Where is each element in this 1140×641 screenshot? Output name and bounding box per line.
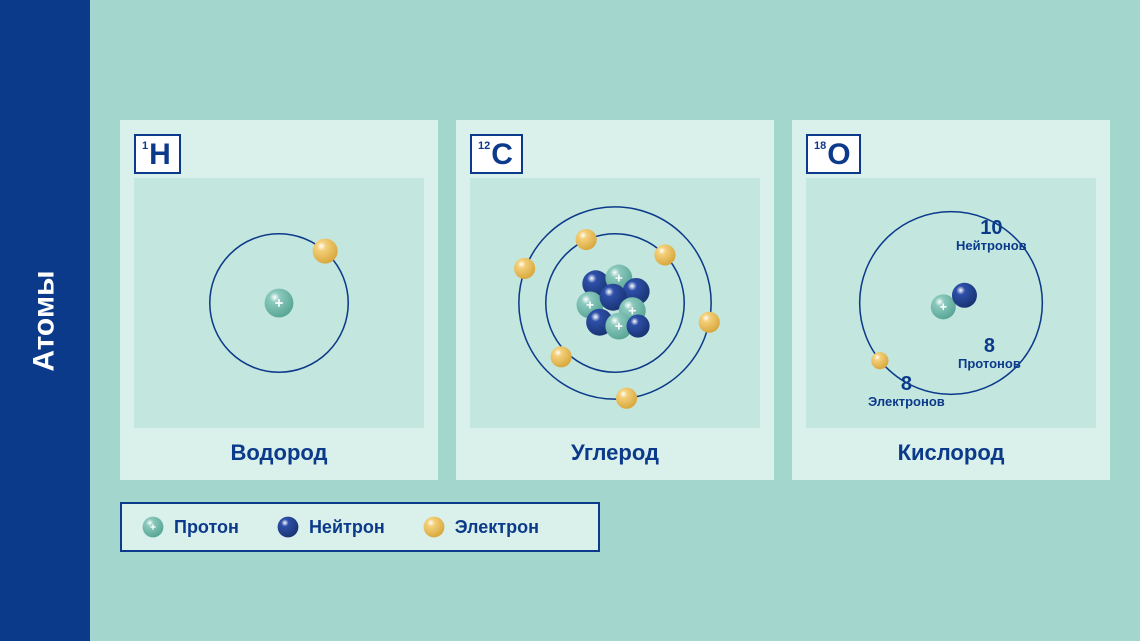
- electron-icon: [421, 514, 447, 540]
- legend-label: Электрон: [455, 517, 539, 538]
- legend-item-electron: Электрон: [421, 514, 539, 540]
- element-box-carbon: 12 C: [470, 134, 523, 174]
- legend-item-proton: Протон: [140, 514, 239, 540]
- legend-label: Протон: [174, 517, 239, 538]
- atom-diagram-oxygen: 10 Нейтронов 8 Протонов 8 Электронов: [806, 178, 1096, 428]
- card-oxygen: 18 O 10 Нейтронов 8 Протонов 8 Электроно…: [792, 120, 1110, 480]
- annotation-word: Нейтронов: [956, 239, 1027, 253]
- element-symbol: O: [827, 140, 850, 170]
- main-area: 1 H Водород 12 C Углерод 18 O: [90, 0, 1140, 641]
- sidebar-title: Атомы: [28, 270, 62, 371]
- atom-diagram-hydrogen: [134, 178, 424, 428]
- annotation-word: Электронов: [868, 395, 945, 409]
- element-symbol: C: [491, 140, 513, 170]
- neutron-icon: [275, 514, 301, 540]
- element-name: Водород: [134, 428, 424, 466]
- proton-icon: [140, 514, 166, 540]
- card-hydrogen: 1 H Водород: [120, 120, 438, 480]
- atom-diagram-carbon: [470, 178, 760, 428]
- annotation-count: 8: [868, 374, 945, 395]
- element-mass: 1: [142, 141, 148, 152]
- legend-item-neutron: Нейтрон: [275, 514, 385, 540]
- element-name: Кислород: [806, 428, 1096, 466]
- annotation-word: Протонов: [958, 357, 1021, 371]
- element-box-oxygen: 18 O: [806, 134, 861, 174]
- annotation-count: 10: [956, 218, 1027, 239]
- element-mass: 12: [478, 141, 490, 152]
- legend: Протон Нейтрон Электрон: [120, 502, 600, 552]
- annotation-neutrons: 10 Нейтронов: [956, 218, 1027, 253]
- annotation-protons: 8 Протонов: [958, 336, 1021, 371]
- annotation-electrons: 8 Электронов: [868, 374, 945, 409]
- sidebar: Атомы: [0, 0, 90, 641]
- legend-label: Нейтрон: [309, 517, 385, 538]
- card-carbon: 12 C Углерод: [456, 120, 774, 480]
- element-name: Углерод: [470, 428, 760, 466]
- annotation-count: 8: [958, 336, 1021, 357]
- element-symbol: H: [149, 140, 171, 170]
- cards-row: 1 H Водород 12 C Углерод 18 O: [120, 120, 1110, 480]
- element-box-hydrogen: 1 H: [134, 134, 181, 174]
- element-mass: 18: [814, 141, 826, 152]
